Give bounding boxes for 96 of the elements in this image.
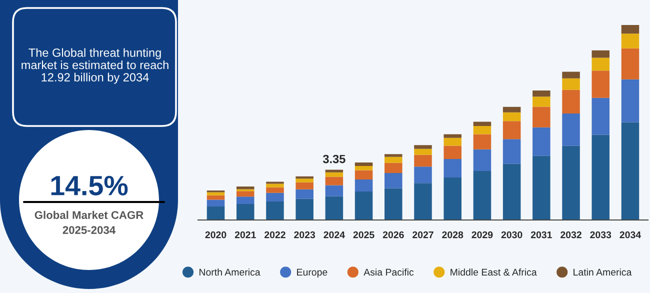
bar: [621, 25, 640, 34]
bar: [562, 90, 580, 114]
bar: [444, 138, 462, 146]
x-tick-label: 2030: [501, 231, 522, 238]
legend-label: Europe: [297, 268, 328, 278]
bar: [266, 187, 284, 193]
bar: [592, 50, 610, 58]
x-tick-label: 2022: [264, 231, 286, 238]
bar: [562, 146, 580, 220]
x-tick-label: 2033: [590, 231, 612, 238]
x-tick-label: 2031: [530, 231, 552, 238]
bar: [384, 188, 402, 220]
bar: [473, 122, 492, 126]
bar: [444, 177, 462, 220]
annotation: 3.35: [322, 154, 346, 164]
bar: [206, 206, 225, 220]
bar: [592, 98, 610, 135]
bar: [296, 182, 314, 190]
bar: [592, 58, 610, 71]
bar: [532, 106, 550, 128]
bar: [502, 121, 521, 140]
bar: [562, 72, 580, 78]
bar: [325, 170, 344, 172]
text: Global Market CAGR: [34, 210, 144, 219]
bar: [384, 173, 402, 188]
x-tick-label: 2026: [382, 231, 404, 238]
bar: [532, 127, 550, 156]
x-tick-label: 2034: [620, 231, 641, 238]
bar: [266, 184, 284, 188]
bar: [325, 196, 344, 220]
bar: [236, 186, 254, 190]
text: 2025-2034: [62, 226, 116, 234]
bar: [206, 192, 225, 196]
bar: [414, 148, 432, 155]
x-tick-label: 2020: [205, 231, 226, 238]
bar: [532, 96, 550, 107]
bar: [236, 204, 254, 220]
bar: [621, 79, 640, 122]
bar: [444, 134, 462, 138]
bar: [384, 162, 402, 174]
bar: [236, 196, 254, 204]
bar: [532, 90, 550, 97]
bar: [414, 145, 432, 149]
bar: [502, 112, 521, 122]
bar: [296, 178, 314, 182]
bar: [296, 189, 314, 199]
bar: [473, 134, 492, 150]
bar: [354, 170, 373, 180]
x-tick-label: 2032: [560, 231, 582, 238]
text: The Global threat hunting market is estimated to reach 12.92 billion by 2034: [22, 48, 168, 84]
bar: [444, 158, 462, 178]
bar: [473, 171, 492, 220]
x-tick-label: 2024: [324, 231, 345, 238]
bar: [502, 139, 521, 164]
bar: [354, 166, 373, 170]
x-tick-label: 2029: [472, 231, 493, 238]
bar: [532, 156, 550, 220]
bar: [592, 134, 610, 220]
bar: [325, 185, 344, 196]
bar: [325, 172, 344, 177]
legend-label: North America: [200, 268, 260, 276]
bar: [473, 149, 492, 172]
bar: [354, 192, 373, 220]
bar: [236, 191, 254, 197]
bar: [384, 156, 402, 163]
bar: [621, 34, 640, 48]
bar: [621, 122, 640, 220]
bar: [206, 200, 225, 207]
legend-label: Asia Pacific: [364, 268, 414, 276]
bar: [266, 201, 284, 220]
x-tick-label: 2025: [353, 231, 374, 238]
legend-label: Middle East & Africa: [450, 268, 537, 276]
bar: [592, 70, 610, 98]
bar: [414, 154, 432, 167]
x-tick-label: 2027: [412, 231, 434, 238]
x-tick-label: 2021: [234, 231, 256, 238]
bar: [502, 164, 521, 220]
bar: [266, 192, 284, 202]
bar: [502, 106, 521, 112]
x-tick-label: 2028: [442, 231, 464, 238]
bar: [444, 146, 462, 159]
bar: [354, 179, 373, 192]
bar: [621, 48, 640, 80]
bar: [414, 183, 432, 220]
bar: [562, 114, 580, 146]
text: 14.5%: [51, 176, 128, 196]
bar: [384, 154, 402, 157]
bar: [325, 176, 344, 186]
bar: [414, 166, 432, 184]
legend-label: Latin America: [574, 268, 632, 276]
bar: [354, 162, 373, 166]
x-tick-label: 2023: [294, 231, 316, 238]
bar: [296, 198, 314, 220]
bar: [206, 195, 225, 200]
bar: [562, 78, 580, 90]
bar: [473, 126, 492, 134]
